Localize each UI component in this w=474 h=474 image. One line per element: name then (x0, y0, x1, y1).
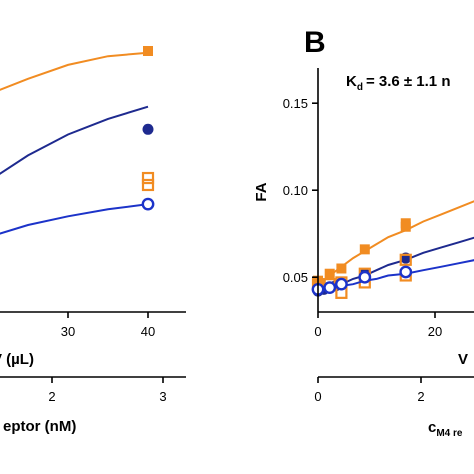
panel-a-x-tick-label-1: 40 (141, 324, 155, 339)
kd-annotation-sub: d (357, 82, 363, 93)
panel-a-x-tick-label-0: 30 (61, 324, 75, 339)
panel-b-point-2-7 (399, 253, 412, 266)
panel-b-letter: B (304, 26, 326, 59)
panel-a-fit-line-0 (0, 51, 149, 91)
panel-b-y-tick-label-0: 0.05 (283, 270, 308, 285)
panel-b-secondary-x-label-main: c (428, 419, 436, 436)
panel-a-secondary-x-label: eptor (nM) (3, 418, 76, 435)
panel-b-point-3-1 (323, 281, 337, 295)
panel-b-x-tick-label-1: 20 (428, 324, 442, 339)
kd-annotation-main: K (346, 73, 357, 90)
panel-b-x-tick-label-0: 0 (314, 324, 321, 339)
panel-b-point-0-1 (324, 268, 335, 279)
panel-b-x-ticks: 0 20 (314, 312, 442, 339)
kd-annotation-rest: = 3.6 ± 1.1 n (366, 73, 451, 90)
panel-b-secondary-x-label-sub: M4 re (436, 428, 463, 439)
panel-a-point-1-0 (142, 123, 154, 135)
kd-annotation: Kd = 3.6 ± 1.1 n (346, 73, 450, 93)
panel-b-x-label: V (458, 351, 468, 368)
panel-b-point-3-2 (334, 277, 348, 291)
panel-a-x-label: V (µL) (0, 351, 34, 368)
panel-b-y-tick-label-2: 0.15 (283, 96, 308, 111)
panel-a-x-ticks: 30 40 (61, 312, 155, 339)
panel-a-fit-line-3 (0, 203, 149, 235)
panel-b-point-0-2 (336, 263, 347, 274)
panel-b-y-label: FA (253, 182, 270, 201)
panel-b-point-3-3 (358, 270, 372, 284)
panel-a-point-3-0 (141, 197, 155, 211)
panel-a-point-2-0 (141, 171, 155, 185)
panel-b-point-0-3 (359, 244, 370, 255)
panel-b-series (311, 200, 474, 299)
panel-b-point-3-4 (399, 265, 413, 279)
panel-b-y-tick-label-1: 0.10 (283, 183, 308, 198)
panel-b-secondary-x-tick-label-1: 2 (417, 389, 424, 404)
panel-a-point-0-0 (143, 46, 153, 56)
panel-b-point-0-5 (400, 218, 411, 229)
panel-b-secondary-x-label: cM4 re (428, 419, 463, 439)
panel-a-point-2-1 (141, 178, 155, 192)
panel-a-fit-line-1 (0, 105, 149, 175)
panel-a-secondary-x-tick-label-0: 2 (48, 389, 55, 404)
panel-a-secondary-x-tick-label-1: 3 (159, 389, 166, 404)
panel-b-secondary-x-tick-label-0: 0 (314, 389, 321, 404)
panel-a-series (0, 46, 155, 235)
panel-b: B Kd = 3.6 ± 1.1 n FA 0.050.100.15 0 20 V … (253, 26, 474, 439)
panel-b-y-ticks: 0.05 0.10 0.15 (283, 96, 318, 285)
